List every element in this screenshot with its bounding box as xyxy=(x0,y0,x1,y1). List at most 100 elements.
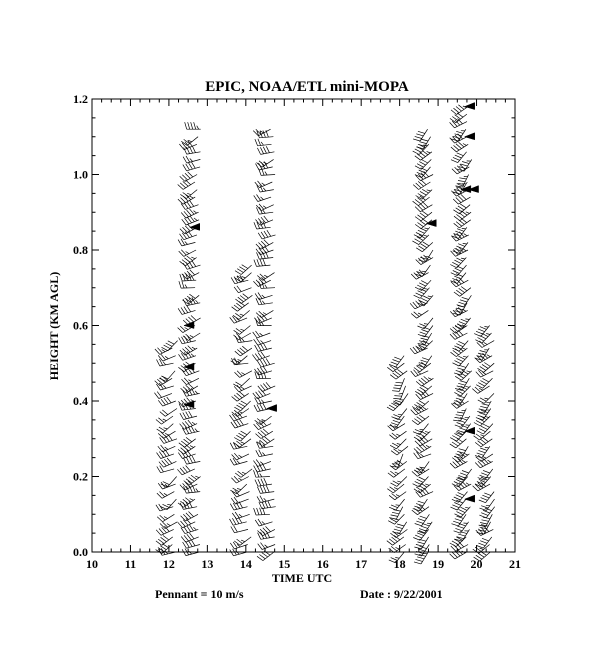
wind-barb xyxy=(455,317,471,330)
wind-barb xyxy=(412,195,430,206)
pennant-legend: Pennant = 10 m/s xyxy=(155,587,244,601)
y-axis-ticks: 0.0 0.2 0.4 0.6 0.8 1.0 1.2 xyxy=(73,92,515,559)
wind-barb xyxy=(256,441,274,449)
wind-barb xyxy=(388,551,405,564)
wind-barb xyxy=(387,483,405,494)
wind-barb xyxy=(414,536,429,550)
wind-barb xyxy=(476,536,493,549)
wind-barb xyxy=(413,227,431,239)
wind-barb xyxy=(181,215,200,226)
wind-barb xyxy=(179,230,198,241)
y-tick-label: 0.0 xyxy=(73,545,88,559)
wind-barb xyxy=(157,444,176,453)
wind-barb xyxy=(178,249,197,257)
wind-barb xyxy=(452,181,468,195)
wind-barb xyxy=(234,370,253,378)
y-tick-label: 0.4 xyxy=(73,394,88,408)
wind-barb xyxy=(179,345,198,356)
wind-barb xyxy=(474,446,491,459)
wind-barb xyxy=(450,257,467,269)
wind-barb xyxy=(411,466,430,477)
wind-barb xyxy=(476,340,495,348)
wind-barb xyxy=(255,310,274,318)
y-tick-label: 0.8 xyxy=(73,243,88,257)
wind-barb xyxy=(159,408,178,417)
wind-barb xyxy=(178,351,197,361)
wind-barb xyxy=(450,498,467,511)
wind-barb xyxy=(257,485,275,494)
wind-barb xyxy=(180,524,199,534)
wind-barb xyxy=(180,200,199,210)
wind-barb xyxy=(453,210,472,221)
wind-barb xyxy=(257,531,275,540)
wind-barb xyxy=(180,383,199,394)
wind-barb xyxy=(417,521,433,534)
wind-barb xyxy=(255,239,274,250)
wind-barb xyxy=(183,474,201,486)
wind-barb xyxy=(411,414,430,425)
wind-barb xyxy=(449,329,468,340)
wind-pennant xyxy=(265,404,277,412)
wind-pennant xyxy=(463,102,475,110)
wind-barb xyxy=(229,516,247,526)
wind-pennant xyxy=(467,185,479,193)
wind-barb xyxy=(475,332,492,344)
wind-barb xyxy=(158,457,177,468)
wind-barb xyxy=(390,476,408,487)
wind-barb xyxy=(412,129,428,142)
wind-barb xyxy=(255,297,273,306)
wind-barb xyxy=(252,351,270,361)
wind-barb xyxy=(474,458,493,469)
wind-barb xyxy=(157,354,176,362)
wind-barb xyxy=(254,138,272,147)
wind-barb xyxy=(473,430,491,441)
wind-barb xyxy=(475,370,494,378)
wind-barb xyxy=(235,335,253,344)
wind-barb xyxy=(256,495,275,504)
wind-barb xyxy=(231,408,250,417)
wind-barb xyxy=(181,377,200,385)
wind-pennant xyxy=(183,362,195,371)
wind-barb xyxy=(233,536,252,546)
wind-barb xyxy=(450,541,469,552)
date-label: Date : 9/22/2001 xyxy=(360,587,443,601)
wind-barb xyxy=(479,506,495,519)
wind-barb xyxy=(389,506,404,520)
wind-barb xyxy=(455,174,469,188)
wind-barb xyxy=(256,436,275,447)
wind-barb xyxy=(388,514,405,525)
wind-barb xyxy=(257,542,276,550)
wind-barb xyxy=(410,310,429,319)
wind-barb xyxy=(253,463,271,473)
wind-barb xyxy=(156,358,174,367)
wind-barb xyxy=(392,521,407,535)
wind-barb xyxy=(451,227,468,239)
wind-barb xyxy=(449,458,468,469)
wind-barb xyxy=(233,378,251,388)
wind-barb xyxy=(231,476,249,484)
wind-barb xyxy=(233,325,251,335)
wind-barb xyxy=(254,366,273,376)
wind-barb xyxy=(177,238,196,247)
wind-barb xyxy=(475,453,494,462)
wind-barb xyxy=(179,410,198,420)
wind-barb xyxy=(179,140,198,151)
wind-barb xyxy=(257,146,275,155)
wind-barb xyxy=(156,465,175,474)
wind-pennant xyxy=(183,321,195,329)
wind-barb xyxy=(413,443,432,454)
wind-barb xyxy=(157,481,176,490)
wind-barb xyxy=(416,340,433,351)
wind-barb xyxy=(450,264,467,277)
wind-barb xyxy=(156,423,174,434)
wind-barb xyxy=(234,264,252,275)
wind-barb xyxy=(390,453,404,468)
wind-barb xyxy=(177,179,196,190)
wind-barb xyxy=(452,340,469,352)
wind-barb xyxy=(391,408,408,420)
wind-barb xyxy=(253,420,272,430)
wind-barb xyxy=(253,459,272,467)
y-tick-label: 0.6 xyxy=(73,319,88,333)
wind-barb xyxy=(258,281,276,289)
plot-border xyxy=(91,98,516,553)
